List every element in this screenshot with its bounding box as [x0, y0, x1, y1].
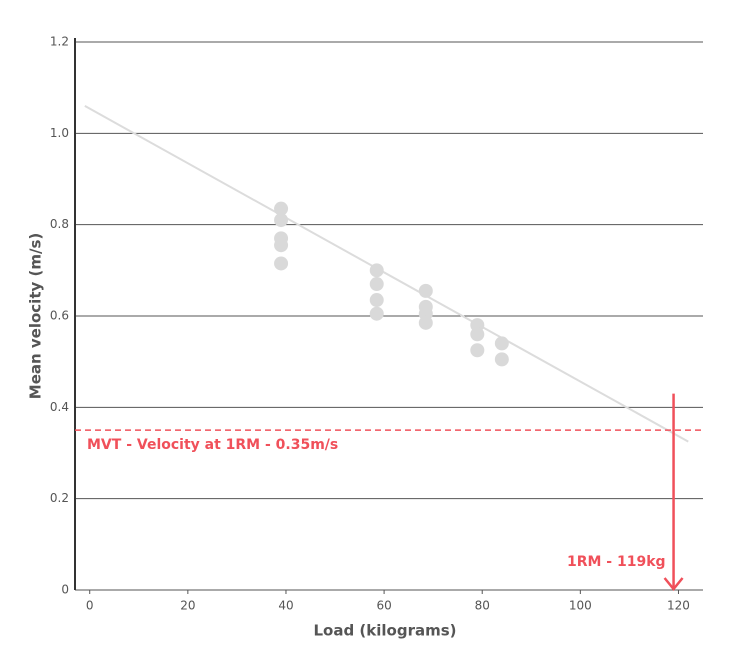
x-tick-label: 100: [569, 599, 592, 613]
data-point: [470, 343, 485, 358]
y-tick-label: 1.0: [50, 126, 69, 140]
data-point: [418, 315, 433, 330]
x-tick-label: 40: [278, 599, 293, 613]
x-tick-label: 80: [475, 599, 490, 613]
data-point: [494, 352, 509, 367]
y-tick-label: 1.2: [50, 35, 69, 49]
y-tick-label: 0.2: [50, 491, 69, 505]
data-point: [274, 256, 289, 271]
data-point: [418, 283, 433, 298]
y-tick-label: 0: [61, 583, 69, 597]
y-tick-label: 0.6: [50, 309, 69, 323]
data-point: [369, 293, 384, 308]
data-point: [274, 238, 289, 253]
one-rm-label: 1RM - 119kg: [567, 554, 666, 570]
mvt-label: MVT - Velocity at 1RM - 0.35m/s: [87, 437, 338, 453]
data-point: [369, 263, 384, 278]
x-tick-label: 0: [86, 599, 94, 613]
trend-line: [84, 105, 689, 443]
data-point: [494, 336, 509, 351]
y-axis-title: Mean velocity (m/s): [27, 233, 45, 399]
x-tick-label: 60: [376, 599, 391, 613]
x-tick-label: 20: [180, 599, 195, 613]
arrow-head: [663, 577, 684, 591]
x-tick-label: 120: [667, 599, 690, 613]
y-tick-label: 0.8: [50, 217, 69, 231]
data-point: [274, 201, 289, 216]
y-tick-label: 0.4: [50, 400, 69, 414]
x-axis-title: Load (kilograms): [313, 622, 456, 640]
data-point: [369, 306, 384, 321]
data-point: [274, 213, 289, 228]
data-point: [369, 277, 384, 292]
data-point: [470, 327, 485, 342]
